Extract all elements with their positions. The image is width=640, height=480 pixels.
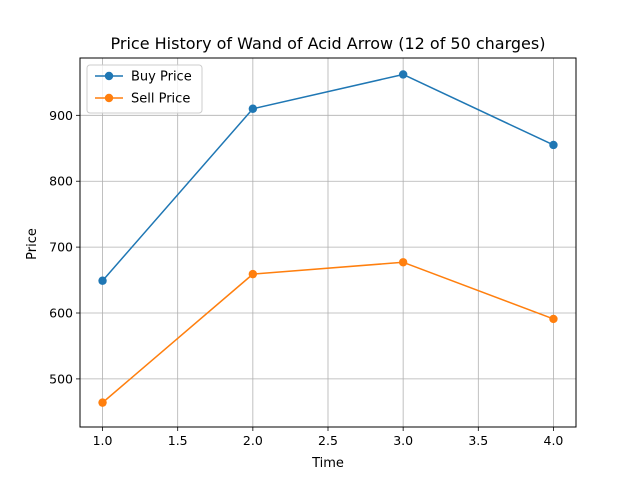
x-tick-label: 1.0 [93, 433, 113, 448]
sell-price-line [102, 261, 554, 404]
x-axis-label: Time [311, 456, 344, 471]
legend-buy-price-label: Buy Price [131, 70, 192, 85]
x-tick-label: 3.5 [468, 433, 488, 448]
y-tick-label: 700 [49, 240, 73, 255]
chart-title: Price History of Wand of Acid Arrow (12 … [111, 34, 546, 53]
sell-price-point [98, 398, 107, 407]
x-tick-label: 2.5 [318, 433, 338, 448]
y-tick-label: 800 [49, 174, 73, 189]
legend-buy-price-marker [104, 71, 114, 81]
sell-price-point [248, 269, 258, 279]
legend-sell-price-label: Sell Price [131, 92, 190, 107]
legend-sell-price-marker [104, 93, 114, 103]
buy-price-line [101, 73, 554, 282]
legend: Buy Price Sell Price [86, 64, 203, 114]
series-layer [98, 70, 558, 407]
buy-price-point [398, 70, 408, 79]
y-tick-label: 500 [49, 371, 73, 386]
y-tick-label: 600 [49, 306, 73, 321]
buy-price-point [98, 276, 107, 285]
sell-price-point [549, 314, 558, 324]
buy-price-point [549, 140, 558, 150]
grid [80, 58, 576, 427]
ticks: 1.0 1.5 2.0 2.5 3.0 3.5 4.0 500 600 700 800 900 [49, 108, 563, 448]
x-tick-label: 2.0 [243, 433, 263, 448]
legend-box [86, 64, 203, 114]
y-axis-label: Price [25, 228, 40, 260]
x-tick-label: 1.5 [168, 433, 188, 448]
sell-price-point [398, 258, 408, 267]
buy-price-point [248, 104, 258, 113]
y-tick-label: 900 [49, 108, 73, 123]
x-tick-label: 4.0 [544, 433, 564, 448]
x-tick-label: 3.0 [393, 433, 413, 448]
